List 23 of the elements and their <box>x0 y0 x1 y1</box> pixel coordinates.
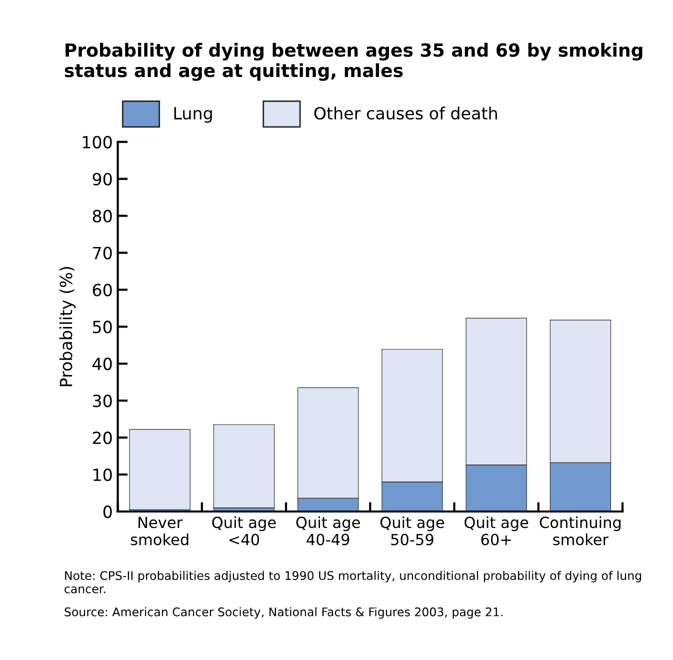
x-tick-label: Quit age 50-59 <box>380 516 444 546</box>
y-tick-label: 80 <box>92 210 112 222</box>
y-tick-label: 90 <box>92 172 112 186</box>
text: Note: CPS-II probabilities adjusted to 1990 US mortality, unconditional probability of dying of lung cancer. <box>64 570 642 594</box>
y-axis-title: Probability (%) <box>59 267 76 386</box>
y-tick-label: 100 <box>82 136 112 148</box>
y-tick-label: 70 <box>93 246 112 260</box>
source-note: Source: American Cancer Society, National Facts & Figures 2003, page 21. <box>64 607 502 619</box>
y-tick-label: 60 <box>92 284 112 296</box>
legend-label: Other causes of death <box>314 106 497 120</box>
y-tick-label: 30 <box>92 394 112 408</box>
x-tick-label: Continuing smoker <box>540 516 621 546</box>
legend-label: Lung <box>174 107 212 123</box>
y-tick-label: 40 <box>92 358 112 370</box>
y-tick-label: 0 <box>103 505 112 518</box>
x-tick-label: Quit age <40 <box>212 516 276 546</box>
y-tick-label: 50 <box>92 320 112 334</box>
x-tick-label: Quit age 60+ <box>464 516 528 546</box>
x-tick-label: Never smoked <box>130 516 188 546</box>
y-tick-label: 10 <box>94 468 112 482</box>
y-tick-label: 20 <box>92 432 112 444</box>
chart-title: Probability of dying between ages 35 and 69 by smoking status and age at quitting, males <box>64 42 642 81</box>
x-tick-label: Quit age 40-49 <box>296 516 360 546</box>
